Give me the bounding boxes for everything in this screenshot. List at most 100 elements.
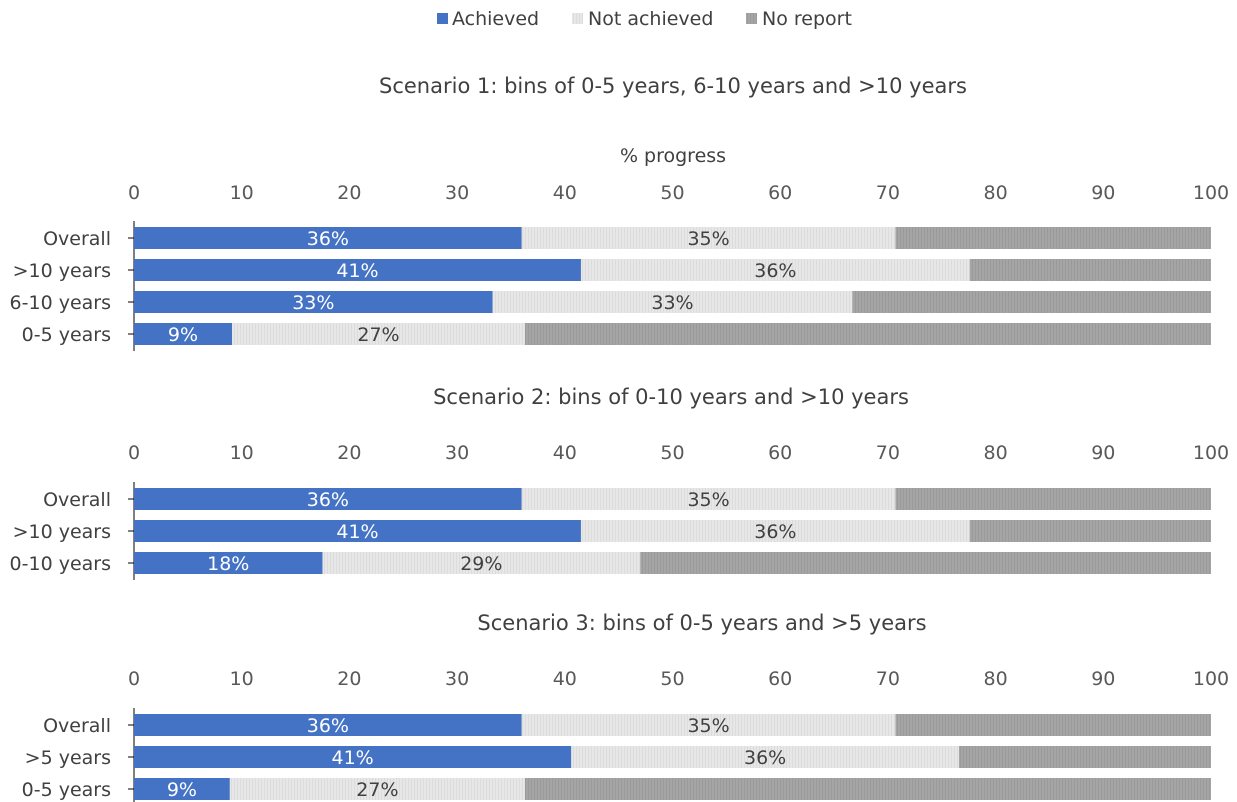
category-label-gt-10-years: >10 years [13, 521, 111, 543]
x-tick-label-50: 50 [660, 182, 684, 204]
x-tick-label-80: 80 [984, 442, 1008, 464]
x-tick-label-40: 40 [553, 668, 577, 690]
data-label-achieved-gt-10-years: 41% [336, 521, 378, 543]
chart-panel-scenario-1: 0 10 20 30 40 50 60 70 80 90 100 Overall 36% 35% >10 y… [10, 182, 1229, 351]
data-label-not-achieved-0-5-years: 27% [357, 324, 399, 346]
bar-achieved-gt-10-years [134, 259, 581, 281]
legend-swatch-no-report [746, 13, 757, 24]
x-tick-label-100: 100 [1193, 668, 1229, 690]
data-label-achieved-0-10-years: 18% [207, 553, 249, 575]
category-label-gt-10-years: >10 years [13, 260, 111, 282]
x-tick-label-60: 60 [768, 442, 792, 464]
category-label-6-10-years: 6-10 years [10, 292, 111, 314]
bar-not-achieved-0-5-years [229, 778, 525, 800]
data-label-achieved-6-10-years: 33% [292, 292, 334, 314]
bar-not-achieved-gt-10-years [580, 520, 970, 542]
bar-achieved-overall [134, 714, 522, 736]
legend-swatch-not-achieved [572, 13, 583, 24]
bar-achieved-0-5-years [134, 323, 233, 345]
x-tick-label-0: 0 [128, 668, 140, 690]
category-label-0-5-years: 0-5 years [22, 324, 111, 346]
bar-no-report-gt-10-years [969, 520, 1211, 542]
bar-no-report-0-10-years [640, 552, 1211, 574]
bar-achieved-6-10-years [134, 291, 493, 313]
chart-panel-scenario-3: 0 10 20 30 40 50 60 70 80 90 100 Overall 36% 35% >5 ye… [22, 668, 1229, 802]
category-label-gt-5-years: >5 years [25, 747, 111, 769]
data-label-achieved-0-5-years: 9% [168, 324, 198, 346]
x-tick-label-100: 100 [1193, 442, 1229, 464]
x-tick-label-90: 90 [1091, 182, 1115, 204]
data-label-not-achieved-gt-5-years: 36% [744, 747, 786, 769]
category-label-0-5-years: 0-5 years [22, 779, 111, 801]
bar-no-report-gt-5-years [958, 746, 1211, 768]
legend-label-not-achieved: Not achieved [588, 8, 713, 30]
data-label-not-achieved-0-10-years: 29% [460, 553, 502, 575]
x-tick-label-80: 80 [984, 182, 1008, 204]
x-tick-label-20: 20 [337, 442, 361, 464]
data-label-not-achieved-6-10-years: 33% [651, 292, 693, 314]
x-tick-label-80: 80 [984, 668, 1008, 690]
x-tick-label-70: 70 [876, 182, 900, 204]
x-tick-label-30: 30 [445, 182, 469, 204]
scenario-2-title: Scenario 2: bins of 0-10 years and >10 y… [433, 385, 909, 409]
bar-no-report-0-5-years [524, 778, 1211, 800]
x-tick-label-60: 60 [768, 182, 792, 204]
bar-achieved-overall [134, 488, 522, 510]
x-tick-label-10: 10 [230, 442, 254, 464]
bar-achieved-gt-10-years [134, 520, 581, 542]
x-tick-label-70: 70 [876, 668, 900, 690]
bar-no-report-overall [895, 227, 1211, 249]
data-label-achieved-gt-5-years: 41% [332, 747, 374, 769]
x-tick-label-40: 40 [553, 182, 577, 204]
bar-no-report-6-10-years [852, 291, 1211, 313]
bar-not-achieved-6-10-years [492, 291, 853, 313]
x-tick-label-30: 30 [445, 442, 469, 464]
axis-title: % progress [620, 145, 726, 167]
data-label-not-achieved-0-5-years: 27% [356, 779, 398, 801]
category-label-overall: Overall [43, 489, 111, 511]
category-label-overall: Overall [43, 228, 111, 250]
data-label-not-achieved-overall: 35% [687, 228, 729, 250]
x-tick-label-20: 20 [337, 182, 361, 204]
legend-label-no-report: No report [762, 8, 852, 30]
legend-item-achieved: Achieved [437, 8, 539, 30]
bar-achieved-0-5-years [134, 778, 230, 800]
bar-no-report-0-5-years [524, 323, 1211, 345]
bar-not-achieved-overall [521, 227, 896, 249]
data-label-achieved-gt-10-years: 41% [336, 260, 378, 282]
bar-not-achieved-0-5-years [232, 323, 525, 345]
x-tick-label-0: 0 [128, 442, 140, 464]
x-tick-label-100: 100 [1193, 182, 1229, 204]
data-label-not-achieved-gt-10-years: 36% [754, 521, 796, 543]
x-tick-label-90: 90 [1091, 442, 1115, 464]
bar-no-report-overall [895, 488, 1211, 510]
data-label-achieved-overall: 36% [307, 228, 349, 250]
bar-not-achieved-0-10-years [322, 552, 641, 574]
bar-achieved-overall [134, 227, 522, 249]
category-label-0-10-years: 0-10 years [10, 553, 111, 575]
data-label-not-achieved-gt-10-years: 36% [754, 260, 796, 282]
category-label-overall: Overall [43, 715, 111, 737]
data-label-not-achieved-overall: 35% [687, 715, 729, 737]
bar-no-report-overall [895, 714, 1211, 736]
x-tick-label-50: 50 [660, 668, 684, 690]
legend-item-no-report: No report [746, 8, 852, 30]
bar-not-achieved-gt-10-years [580, 259, 970, 281]
data-label-achieved-overall: 36% [307, 715, 349, 737]
data-label-not-achieved-overall: 35% [687, 489, 729, 511]
scenario-3-title: Scenario 3: bins of 0-5 years and >5 yea… [477, 611, 926, 635]
x-tick-label-10: 10 [230, 668, 254, 690]
bar-not-achieved-overall [521, 488, 896, 510]
chart-panel-scenario-2: 0 10 20 30 40 50 60 70 80 90 100 Overall 36% 35% >10 y… [10, 442, 1229, 580]
x-tick-label-50: 50 [660, 442, 684, 464]
x-tick-label-0: 0 [128, 182, 140, 204]
x-tick-label-70: 70 [876, 442, 900, 464]
bar-achieved-gt-5-years [134, 746, 572, 768]
scenario-1-title: Scenario 1: bins of 0-5 years, 6-10 year… [379, 74, 967, 98]
bar-not-achieved-gt-5-years [571, 746, 959, 768]
data-label-achieved-0-5-years: 9% [167, 779, 197, 801]
legend-label-achieved: Achieved [452, 8, 539, 30]
x-tick-label-60: 60 [768, 668, 792, 690]
x-tick-label-30: 30 [445, 668, 469, 690]
